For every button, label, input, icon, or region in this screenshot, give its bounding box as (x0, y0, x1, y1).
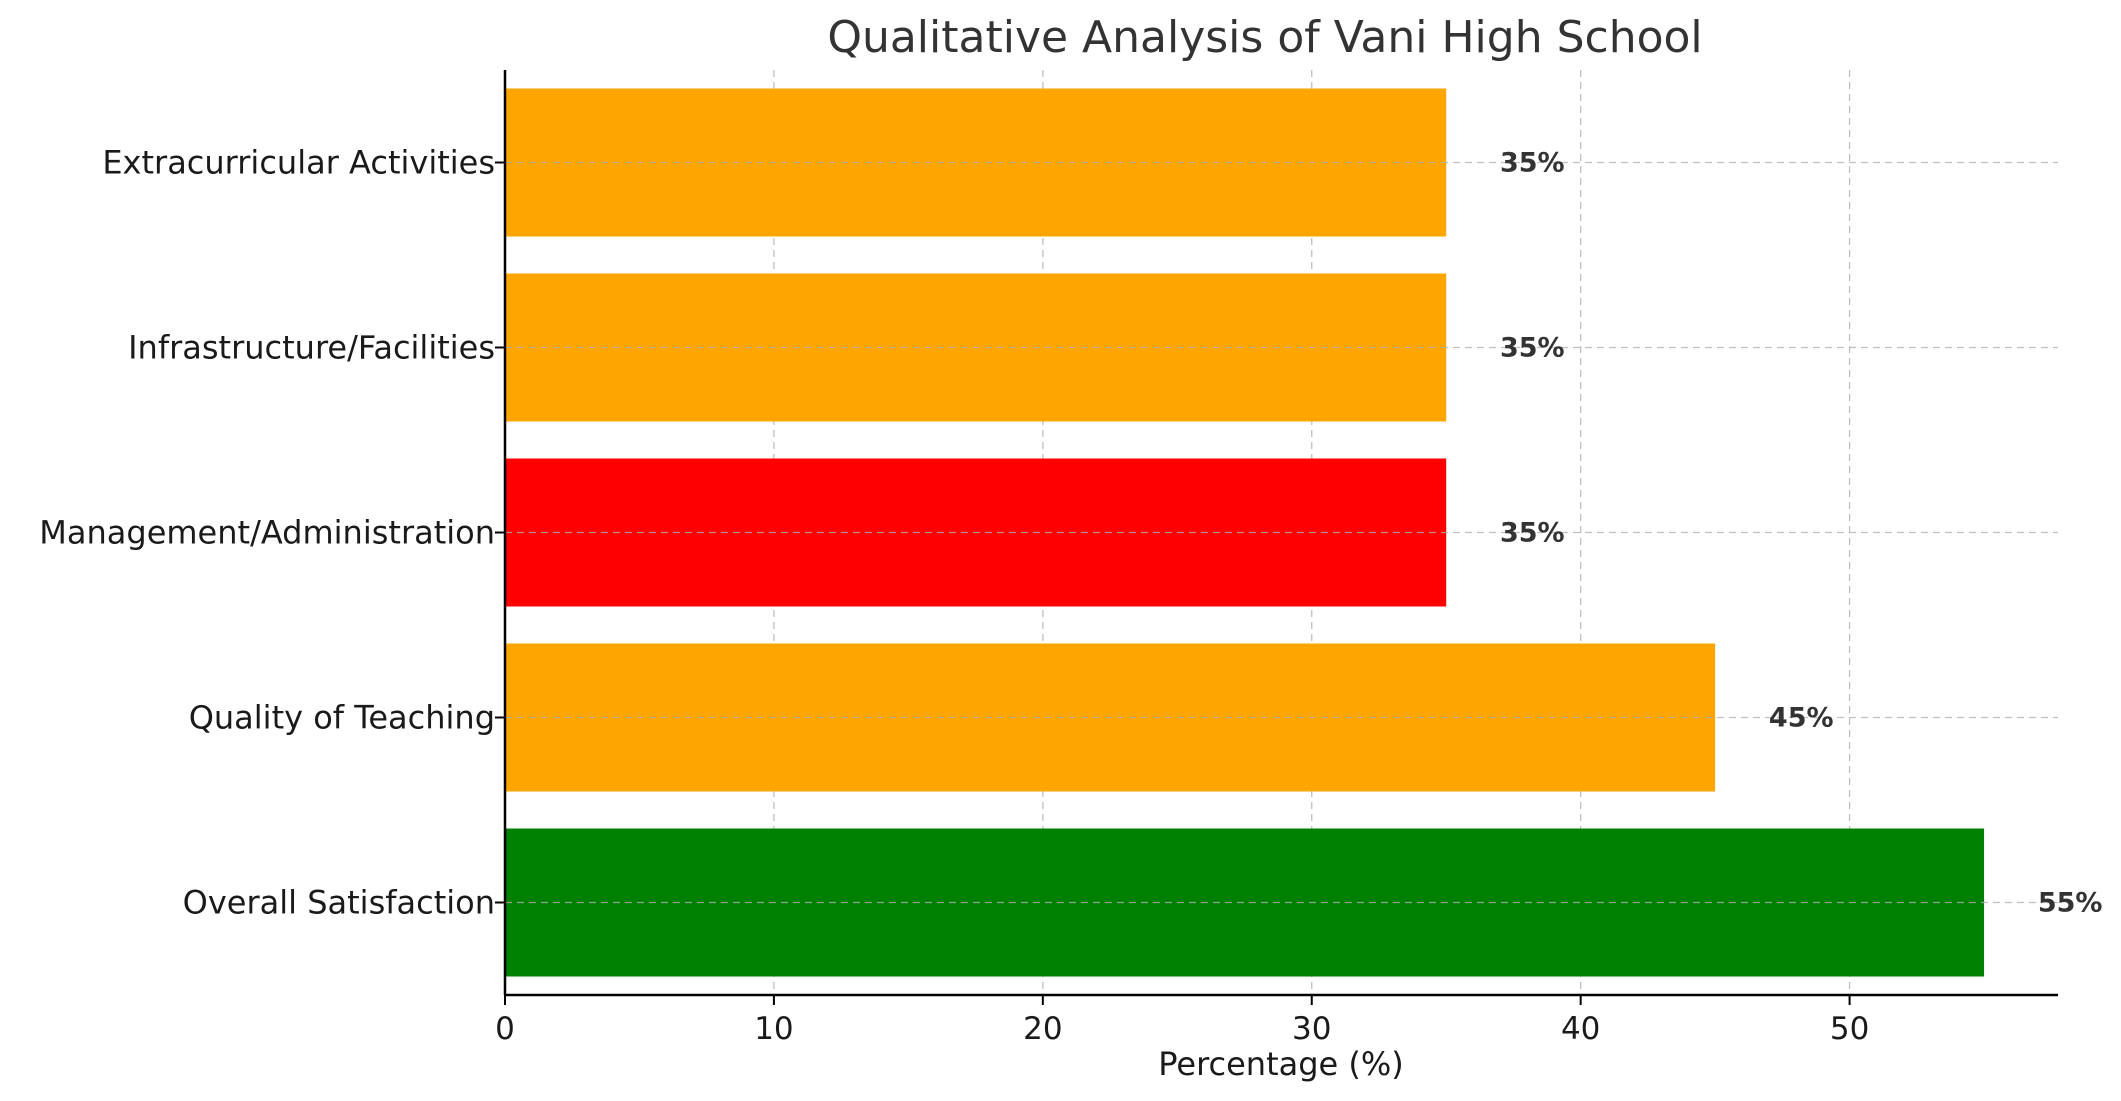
category-label: Infrastructure/Facilities (128, 329, 495, 367)
category-label: Extracurricular Activities (102, 144, 495, 182)
category-label: Overall Satisfaction (183, 884, 495, 922)
bar-value-label: 35% (1500, 148, 1565, 179)
chart-title: Qualitative Analysis of Vani High School (827, 12, 1702, 63)
x-tick-label: 20 (1023, 1011, 1062, 1047)
x-tick-label: 30 (1292, 1011, 1331, 1047)
data-labels: 55% 45% 35% 35% 35% (1500, 148, 2102, 919)
bar-value-label: 45% (1769, 703, 1834, 734)
horizontal-grid-lines (505, 161, 2058, 904)
x-tick-label: 40 (1561, 1011, 1600, 1047)
x-tick-label: 50 (1830, 1011, 1869, 1047)
x-axis-title: Percentage (%) (1158, 1045, 1404, 1083)
category-labels: Overall Satisfaction Quality of Teaching M… (39, 144, 505, 922)
x-axis-ticks: 0 10 20 30 40 50 (495, 995, 1869, 1047)
x-tick-label: 0 (495, 1011, 515, 1047)
category-label: Management/Administration (39, 514, 495, 552)
bar-value-label: 35% (1500, 333, 1565, 364)
category-label: Quality of Teaching (189, 699, 495, 737)
x-tick-label: 10 (754, 1011, 793, 1047)
bar-value-label: 35% (1500, 518, 1565, 549)
bar-value-label: 55% (2038, 888, 2103, 919)
